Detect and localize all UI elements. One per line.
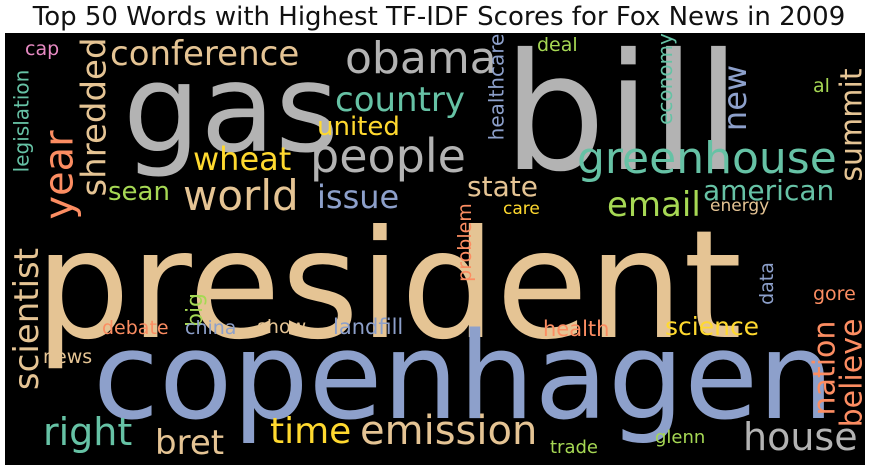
word-shredded: shredded	[74, 36, 115, 197]
word-health: health	[543, 317, 610, 341]
word-debate: debate	[102, 317, 169, 339]
word-people: people	[310, 129, 466, 183]
word-deal: deal	[537, 34, 578, 56]
word-legislation: legislation	[8, 69, 33, 172]
word-china: china	[185, 317, 237, 339]
word-economy: economy	[652, 33, 677, 125]
word-right: right	[43, 410, 133, 454]
word-house: house	[743, 415, 858, 459]
word-cloud: president copenhagen bill gas greenhouse peop…	[5, 33, 865, 465]
word-email: email	[607, 185, 701, 225]
word-show: show	[257, 316, 307, 338]
chart-title: Top 50 Words with Highest TF-IDF Scores …	[32, 2, 846, 32]
word-believe: believe	[833, 318, 865, 427]
word-year: year	[36, 129, 83, 220]
word-problem: problem	[453, 203, 476, 282]
word-landfill: landfill	[333, 315, 404, 339]
word-new: new	[716, 64, 755, 132]
word-gas: gas	[123, 38, 339, 180]
word-state: state	[467, 170, 538, 203]
word-world: world	[183, 171, 299, 220]
word-care: care	[503, 199, 540, 219]
word-president: president	[35, 199, 743, 373]
word-copenhagen: copenhagen	[93, 308, 835, 447]
word-country: country	[335, 80, 466, 120]
word-american: american	[703, 174, 835, 207]
word-trade: trade	[550, 437, 598, 458]
word-emission: emission	[360, 408, 538, 454]
word-healthcare: healthcare	[483, 33, 508, 140]
word-glenn: glenn	[655, 427, 706, 448]
word-bill: bill	[503, 33, 741, 208]
word-cap: cap	[25, 38, 60, 60]
word-summit: summit	[834, 67, 865, 182]
word-energy: energy	[710, 196, 770, 216]
word-obama: obama	[345, 33, 497, 84]
word-sean: sean	[108, 177, 170, 207]
word-scientist: scientist	[7, 247, 48, 391]
word-greenhouse: greenhouse	[577, 133, 837, 184]
word-news: news	[43, 346, 93, 368]
word-conference: conference	[110, 34, 300, 74]
word-wheat: wheat	[193, 140, 292, 178]
word-time: time	[270, 411, 352, 452]
word-science: science	[665, 312, 760, 341]
word-data: data	[755, 262, 778, 305]
word-bret: bret	[155, 423, 225, 463]
word-issue: issue	[317, 178, 400, 216]
word-al: al	[813, 75, 830, 97]
word-united: united	[317, 112, 400, 142]
word-gore: gore	[813, 283, 856, 305]
